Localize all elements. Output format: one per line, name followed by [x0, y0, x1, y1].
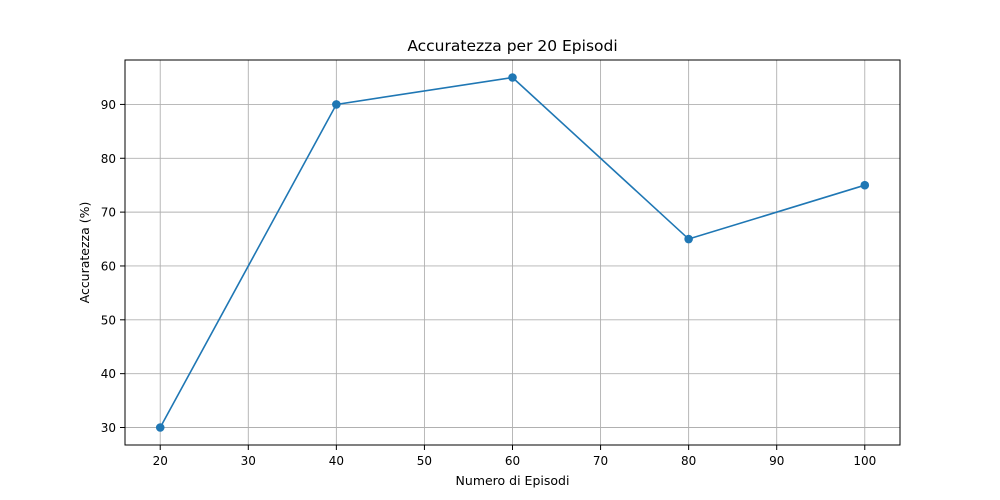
x-tick-label: 90 — [769, 454, 784, 468]
x-axis-label: Numero di Episodi — [456, 473, 570, 488]
data-point — [684, 234, 693, 244]
y-tick-label: 50 — [101, 313, 116, 327]
grid-lines — [125, 60, 900, 445]
x-tick-label: 100 — [853, 454, 876, 468]
x-tick-label: 20 — [153, 454, 168, 468]
x-tick-label: 70 — [593, 454, 608, 468]
x-tick-label: 60 — [505, 454, 520, 468]
axis-ticks: 20 30 40 50 60 70 80 90 100 30 40 50 60 70 80 90 — [101, 98, 877, 468]
plot-frame — [124, 59, 901, 446]
data-point — [332, 100, 341, 109]
y-tick-label: 70 — [101, 206, 116, 220]
chart-title: Accuratezza per 20 Episodi — [407, 37, 617, 55]
data-point — [508, 73, 517, 82]
data-point — [860, 180, 870, 190]
series-layer — [155, 73, 870, 432]
data-point — [155, 423, 165, 432]
y-tick-label: 30 — [101, 421, 116, 435]
x-tick-label: 30 — [241, 454, 256, 468]
y-tick-label: 90 — [101, 98, 116, 112]
x-tick-label: 40 — [329, 454, 344, 468]
x-tick-label: 80 — [681, 454, 696, 468]
y-tick-label: 40 — [101, 367, 116, 381]
y-tick-label: 80 — [101, 152, 116, 166]
y-tick-label: 60 — [101, 259, 116, 273]
x-tick-label: 50 — [417, 454, 432, 468]
y-axis-label: Accuratezza (%) — [77, 202, 92, 304]
